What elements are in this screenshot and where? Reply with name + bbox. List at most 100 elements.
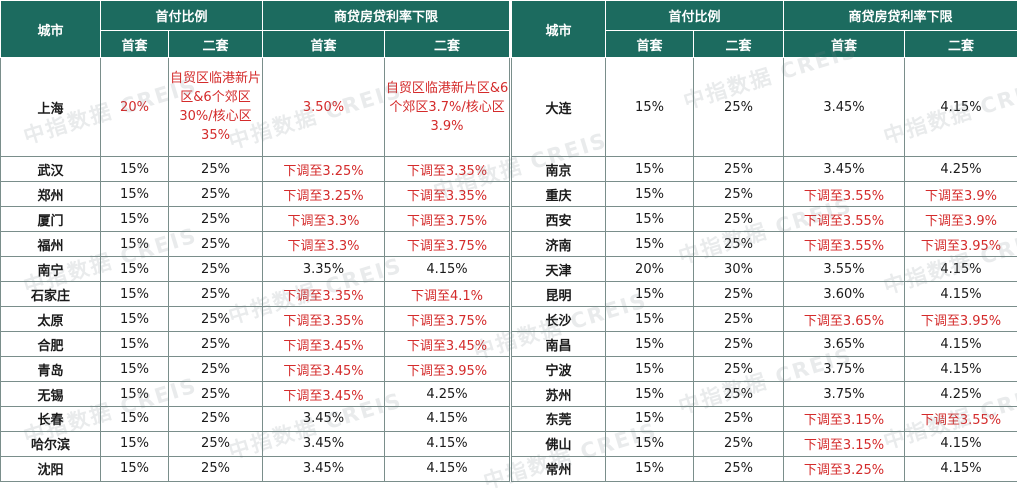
second-home-down-payment-cell: 25% bbox=[169, 157, 263, 182]
second-home-down-payment-cell: 25% bbox=[169, 407, 263, 432]
first-home-down-payment-cell: 15% bbox=[606, 157, 694, 182]
second-home-down-payment-cell: 自贸区临港新片区&6个郊区30%/核心区35% bbox=[169, 58, 263, 157]
second-home-down-payment-cell: 25% bbox=[694, 431, 784, 456]
first-home-down-payment-cell: 15% bbox=[101, 182, 169, 207]
second-home-rate-cell: 4.15% bbox=[905, 456, 1017, 481]
city-cell: 青岛 bbox=[1, 357, 101, 382]
second-home-down-payment-cell: 25% bbox=[169, 307, 263, 332]
second-home-rate-cell: 4.25% bbox=[905, 157, 1017, 182]
first-home-rate-cell: 下调至3.55% bbox=[784, 232, 905, 257]
first-home-rate-cell: 3.35% bbox=[263, 257, 385, 282]
first-home-header: 首套 bbox=[101, 31, 169, 58]
city-cell: 东莞 bbox=[512, 407, 606, 432]
second-home-rate-cell: 4.15% bbox=[905, 257, 1017, 282]
first-home-down-payment-cell: 15% bbox=[606, 332, 694, 357]
second-home-rate-cell: 下调至3.95% bbox=[905, 232, 1017, 257]
first-home-down-payment-cell: 15% bbox=[101, 232, 169, 257]
second-home-down-payment-cell: 25% bbox=[694, 232, 784, 257]
first-home-rate-cell: 3.75% bbox=[784, 357, 905, 382]
second-home-rate-cell: 4.15% bbox=[905, 357, 1017, 382]
down-payment-header: 首付比例 bbox=[101, 1, 263, 31]
down-payment-header: 首付比例 bbox=[606, 1, 784, 31]
first-home-header: 首套 bbox=[263, 31, 385, 58]
first-home-down-payment-cell: 15% bbox=[101, 431, 169, 456]
second-home-down-payment-cell: 25% bbox=[169, 332, 263, 357]
first-home-rate-cell: 下调至3.25% bbox=[263, 182, 385, 207]
second-home-rate-cell: 下调至3.95% bbox=[905, 307, 1017, 332]
second-home-down-payment-cell: 25% bbox=[169, 182, 263, 207]
city-cell: 长沙 bbox=[512, 307, 606, 332]
first-home-rate-cell: 3.65% bbox=[784, 332, 905, 357]
city-cell: 常州 bbox=[512, 456, 606, 481]
first-home-rate-cell: 下调至3.3% bbox=[263, 207, 385, 232]
first-home-rate-cell: 3.60% bbox=[784, 282, 905, 307]
second-home-rate-cell: 下调至4.1% bbox=[385, 282, 510, 307]
second-home-down-payment-cell: 25% bbox=[694, 207, 784, 232]
second-home-header: 二套 bbox=[385, 31, 510, 58]
first-home-down-payment-cell: 20% bbox=[606, 257, 694, 282]
first-home-rate-cell: 下调至3.55% bbox=[784, 182, 905, 207]
city-cell: 郑州 bbox=[1, 182, 101, 207]
rate-floor-header: 商贷房贷利率下限 bbox=[784, 1, 1017, 31]
first-home-down-payment-cell: 15% bbox=[101, 282, 169, 307]
second-home-rate-cell: 下调至3.75% bbox=[385, 307, 510, 332]
first-home-down-payment-cell: 15% bbox=[101, 357, 169, 382]
city-cell: 南京 bbox=[512, 157, 606, 182]
second-home-header: 二套 bbox=[905, 31, 1017, 58]
city-cell: 重庆 bbox=[512, 182, 606, 207]
first-home-down-payment-cell: 15% bbox=[101, 207, 169, 232]
first-home-down-payment-cell: 20% bbox=[101, 58, 169, 157]
second-home-down-payment-cell: 25% bbox=[169, 431, 263, 456]
city-cell: 上海 bbox=[1, 58, 101, 157]
city-cell: 太原 bbox=[1, 307, 101, 332]
first-home-header: 首套 bbox=[784, 31, 905, 58]
city-cell: 南昌 bbox=[512, 332, 606, 357]
first-home-rate-cell: 3.75% bbox=[784, 382, 905, 407]
second-home-rate-cell: 4.15% bbox=[385, 407, 510, 432]
first-home-rate-cell: 下调至3.35% bbox=[263, 307, 385, 332]
city-cell: 合肥 bbox=[1, 332, 101, 357]
first-home-rate-cell: 下调至3.45% bbox=[263, 382, 385, 407]
second-home-down-payment-cell: 25% bbox=[694, 182, 784, 207]
second-home-down-payment-cell: 25% bbox=[169, 382, 263, 407]
city-cell: 大连 bbox=[512, 58, 606, 157]
second-home-down-payment-cell: 25% bbox=[169, 257, 263, 282]
second-home-down-payment-cell: 25% bbox=[694, 307, 784, 332]
first-home-down-payment-cell: 15% bbox=[606, 357, 694, 382]
second-home-down-payment-cell: 25% bbox=[694, 282, 784, 307]
first-home-down-payment-cell: 15% bbox=[101, 307, 169, 332]
first-home-down-payment-cell: 15% bbox=[101, 382, 169, 407]
city-cell: 无锡 bbox=[1, 382, 101, 407]
first-home-rate-cell: 3.45% bbox=[263, 407, 385, 432]
first-home-down-payment-cell: 15% bbox=[101, 456, 169, 481]
first-home-rate-cell: 下调至3.15% bbox=[784, 407, 905, 432]
city-cell: 济南 bbox=[512, 232, 606, 257]
city-cell: 沈阳 bbox=[1, 456, 101, 481]
second-home-rate-cell: 下调至3.95% bbox=[385, 357, 510, 382]
second-home-rate-cell: 下调至3.9% bbox=[905, 182, 1017, 207]
first-home-rate-cell: 下调至3.25% bbox=[263, 157, 385, 182]
city-cell: 哈尔滨 bbox=[1, 431, 101, 456]
city-cell: 长春 bbox=[1, 407, 101, 432]
second-home-down-payment-cell: 25% bbox=[694, 456, 784, 481]
city-column-header: 城市 bbox=[512, 1, 606, 58]
second-home-rate-cell: 4.25% bbox=[905, 382, 1017, 407]
first-home-rate-cell: 3.45% bbox=[263, 431, 385, 456]
